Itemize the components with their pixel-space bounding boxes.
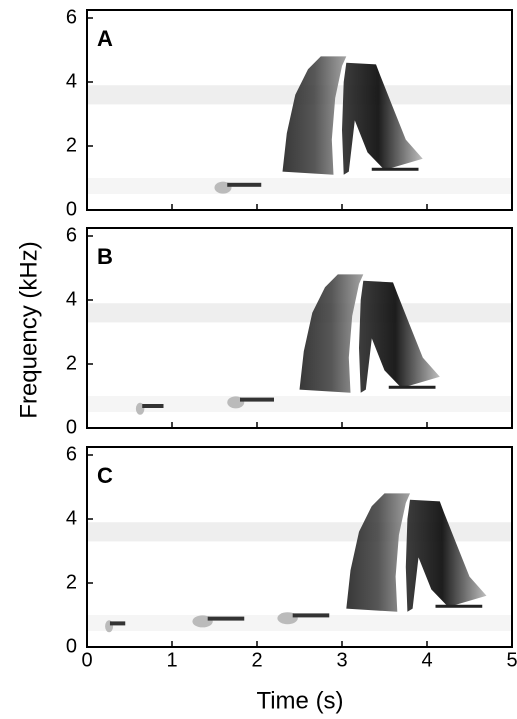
noise-band xyxy=(87,303,512,323)
panel-label: B xyxy=(97,244,113,269)
panel: B 0 2 4 6 xyxy=(66,224,513,438)
panel-frame xyxy=(86,446,513,648)
x-tick-label: 3 xyxy=(336,649,347,671)
note xyxy=(227,182,262,187)
y-tick-label: 2 xyxy=(66,571,77,593)
panel-label: C xyxy=(97,463,113,488)
panel: A 0 2 4 6 xyxy=(66,6,513,220)
panel-frame xyxy=(86,227,513,429)
note-tail xyxy=(435,604,483,608)
note xyxy=(299,274,364,393)
y-tick-label: 4 xyxy=(66,70,77,92)
note xyxy=(277,612,298,625)
noise-band xyxy=(87,522,512,542)
noise-band xyxy=(87,396,512,412)
note xyxy=(109,621,126,626)
note xyxy=(240,397,274,402)
note-tail xyxy=(371,167,419,171)
noise-band xyxy=(87,178,512,194)
y-tick-label: 6 xyxy=(66,443,77,465)
note xyxy=(142,404,164,408)
note xyxy=(342,62,423,175)
panel-label: A xyxy=(97,26,113,51)
note xyxy=(207,616,245,621)
noise-band xyxy=(87,615,512,631)
x-tick-label: 2 xyxy=(251,649,262,671)
note xyxy=(282,56,347,175)
y-tick-label: 0 xyxy=(66,198,77,220)
x-tick-label: 4 xyxy=(421,649,432,671)
x-tick-label: 5 xyxy=(506,649,517,671)
note xyxy=(405,499,487,612)
note xyxy=(346,493,410,612)
note xyxy=(359,280,440,393)
y-tick-label: 6 xyxy=(66,224,77,246)
x-tick-label: 0 xyxy=(81,649,92,671)
y-tick-label: 6 xyxy=(66,6,77,28)
y-tick-label: 2 xyxy=(66,352,77,374)
y-tick-label: 4 xyxy=(66,288,77,310)
y-tick-label: 4 xyxy=(66,507,77,529)
x-tick-label: 1 xyxy=(166,649,177,671)
y-tick-label: 0 xyxy=(66,416,77,438)
panel: C 0 2 4 6 0 1 2 3 4 5 xyxy=(66,443,517,671)
y-axis-label: Frequency (kHz) xyxy=(15,241,42,418)
note xyxy=(292,613,330,618)
y-tick-label: 0 xyxy=(66,635,77,657)
x-axis-label: Time (s) xyxy=(256,687,343,714)
note-tail xyxy=(388,385,436,389)
panel-frame xyxy=(86,9,513,211)
y-tick-label: 2 xyxy=(66,134,77,156)
